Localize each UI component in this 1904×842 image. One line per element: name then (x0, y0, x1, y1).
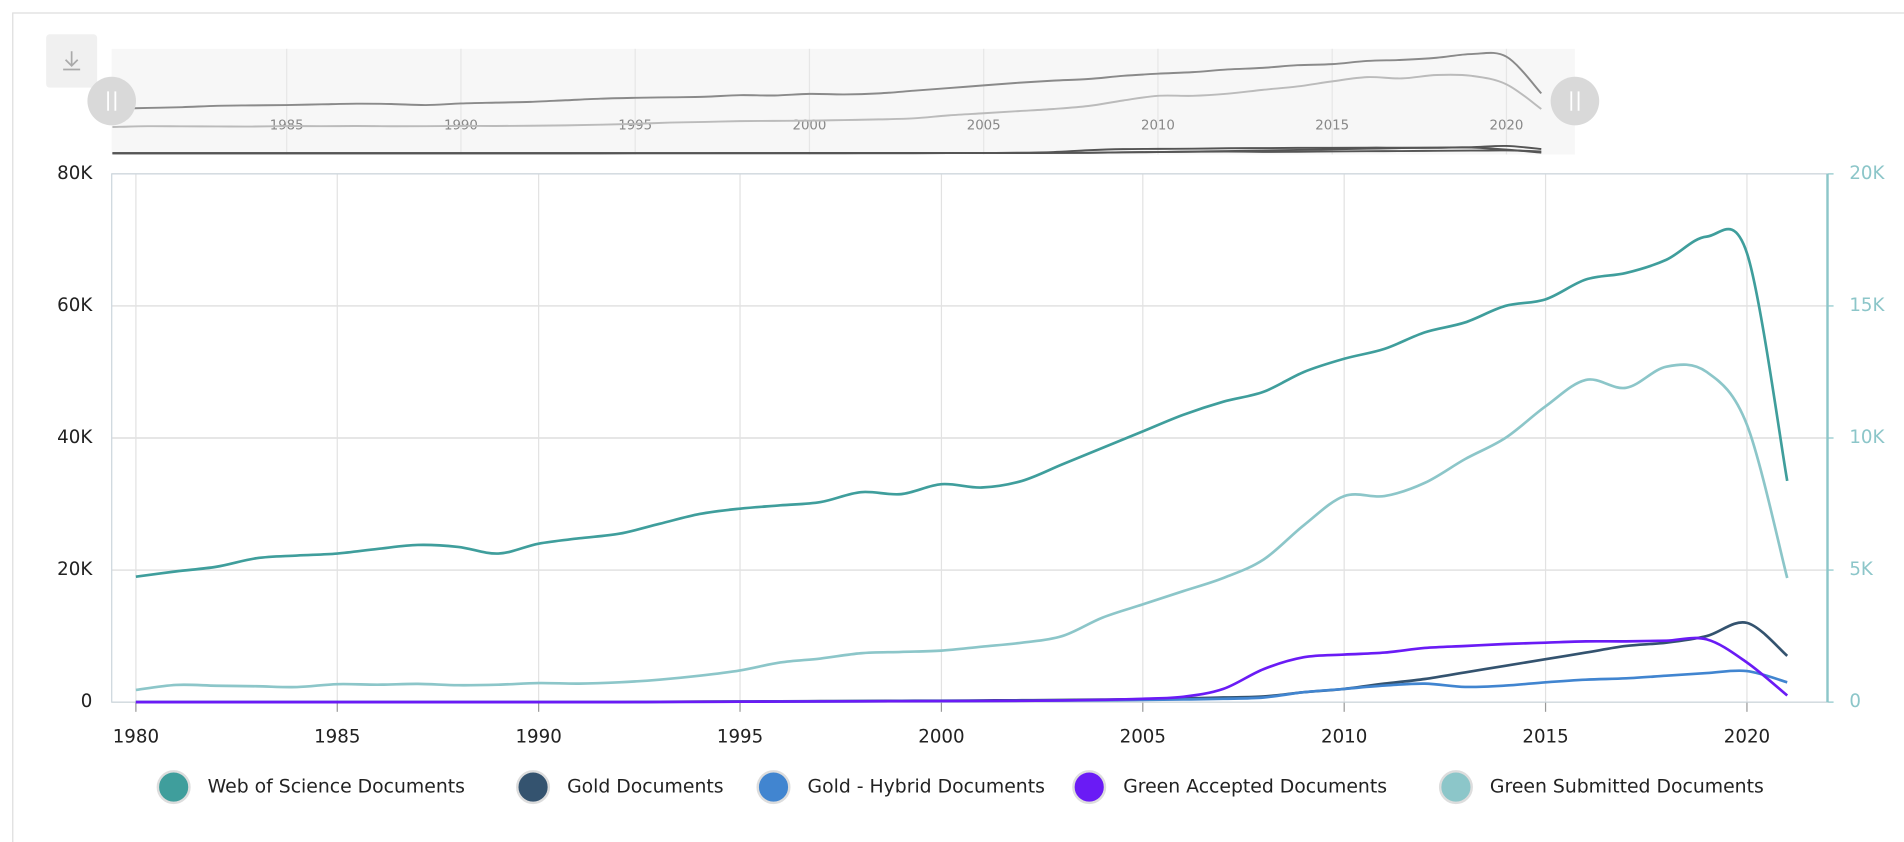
navigator-line (112, 51, 1543, 110)
legend-label: Web of Science Documents (208, 777, 465, 798)
legend-item[interactable]: Green Accepted Documents (1072, 770, 1387, 805)
legend-label: Gold - Hybrid Documents (808, 777, 1045, 798)
x-tick-label: 2005 (1120, 726, 1166, 747)
navigator-tick-label: 2000 (792, 118, 826, 133)
y2-tick-label: 20K (1849, 163, 1885, 184)
navigator-tick-label: 2010 (1141, 118, 1175, 133)
navigator-tick-label: 1995 (618, 118, 652, 133)
download-icon (63, 51, 81, 71)
x-tick-label: 2020 (1724, 726, 1770, 747)
series-line (135, 669, 1788, 704)
series-line (135, 636, 1789, 704)
legend-label: Gold Documents (567, 777, 724, 798)
navigator-handle-grip (107, 91, 117, 111)
y-tick-label: 60K (57, 295, 93, 316)
legend-label: Green Accepted Documents (1123, 777, 1387, 798)
navigator-tick-label: 2005 (967, 118, 1001, 133)
navigator-handle[interactable] (87, 76, 136, 126)
legend-item[interactable]: Gold - Hybrid Documents (756, 770, 1045, 805)
y2-tick-label: 5K (1849, 559, 1874, 580)
legend-label: Green Submitted Documents (1490, 777, 1764, 798)
y-tick-label: 80K (57, 163, 93, 184)
navigator[interactable] (111, 48, 1575, 155)
x-tick-label: 1990 (515, 726, 561, 747)
y-tick-label: 20K (57, 559, 93, 580)
x-tick-label: 1995 (717, 726, 763, 747)
navigator-tick-label: 2020 (1489, 118, 1523, 133)
y2-tick-label: 10K (1849, 427, 1885, 448)
y2-tick-label: 0 (1849, 691, 1861, 712)
x-tick-label: 1985 (314, 726, 360, 747)
navigator-tick-label: 2015 (1315, 118, 1349, 133)
legend-item[interactable]: Gold Documents (516, 770, 724, 805)
x-tick-label: 2015 (1522, 726, 1568, 747)
navigator-line (112, 73, 1542, 128)
y2-tick-label: 15K (1849, 295, 1885, 316)
legend-item[interactable]: Green Submitted Documents (1438, 770, 1764, 805)
series-line (135, 621, 1789, 704)
legend-marker (516, 770, 551, 805)
navigator-handle[interactable] (1550, 76, 1600, 126)
x-tick-label: 2010 (1321, 726, 1367, 747)
frame (12, 12, 1904, 842)
x-tick-label: 2000 (918, 726, 964, 747)
navigator-line (112, 146, 1542, 155)
legend-marker (1072, 770, 1107, 805)
x-tick-label: 1980 (113, 726, 159, 747)
legend-marker (756, 770, 791, 805)
legend-marker (1438, 770, 1473, 805)
legend-item[interactable]: Web of Science Documents (156, 770, 465, 805)
navigator-handle-grip (1570, 91, 1580, 111)
y-tick-label: 40K (57, 427, 93, 448)
series-line (135, 363, 1789, 692)
y-tick-label: 0 (81, 691, 93, 712)
series-line (135, 227, 1789, 578)
legend-marker (156, 770, 191, 805)
